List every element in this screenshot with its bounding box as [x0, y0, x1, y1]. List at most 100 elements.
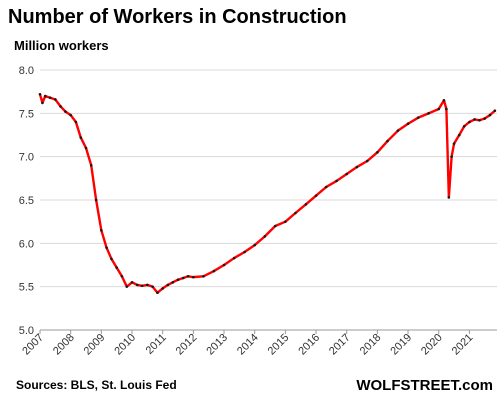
data-point — [69, 113, 72, 117]
data-point — [437, 107, 441, 111]
data-point — [84, 146, 88, 150]
data-point — [450, 155, 453, 158]
data-point — [135, 283, 139, 287]
data-point — [74, 120, 78, 124]
data-point — [125, 285, 129, 288]
data-point — [488, 113, 492, 117]
data-point — [386, 139, 389, 143]
data-point — [64, 110, 67, 113]
x-tick-label: 2011 — [144, 332, 169, 357]
x-tick-label: 2019 — [388, 332, 414, 358]
data-point — [89, 164, 93, 167]
data-point — [355, 165, 359, 169]
data-point — [462, 125, 466, 128]
data-point — [41, 101, 44, 105]
data-point — [478, 118, 481, 122]
x-tick-label: 2012 — [174, 332, 200, 358]
data-point — [376, 151, 379, 154]
source-note: Sources: BLS, St. Louis Fed — [16, 378, 177, 392]
data-point — [427, 112, 430, 115]
x-tick-label: 2015 — [266, 332, 292, 358]
data-point — [473, 118, 476, 121]
data-point — [130, 281, 134, 284]
x-tick-label: 2008 — [51, 332, 77, 358]
data-point — [166, 283, 170, 287]
chart-title: Number of Workers in Construction — [8, 6, 347, 28]
data-point — [447, 196, 451, 199]
x-tick-label: 2020 — [419, 332, 445, 358]
data-point — [416, 116, 420, 119]
data-point — [345, 172, 349, 176]
data-point — [151, 285, 154, 288]
data-point — [38, 92, 42, 96]
data-point — [335, 179, 338, 183]
data-point — [222, 263, 226, 267]
y-tick-label: 5.5 — [19, 282, 34, 294]
x-tick-label: 2021 — [450, 332, 476, 358]
data-point — [304, 203, 308, 206]
data-point — [493, 109, 497, 113]
data-point — [243, 250, 246, 254]
data-point — [445, 107, 448, 111]
x-tick-label: 2009 — [82, 332, 108, 358]
data-point — [43, 94, 47, 98]
data-point — [396, 129, 400, 132]
data-point — [176, 278, 180, 282]
data-point — [171, 281, 175, 284]
x-tick-label: 2016 — [296, 332, 322, 358]
data-point — [406, 122, 410, 126]
data-point — [110, 257, 113, 261]
data-point — [48, 96, 52, 100]
data-point — [314, 194, 318, 197]
data-point — [294, 211, 297, 215]
x-tick-label: 2018 — [358, 332, 384, 358]
data-point — [59, 105, 62, 108]
data-point — [100, 229, 103, 232]
data-point — [452, 142, 456, 145]
y-tick-label: 7.5 — [19, 108, 34, 120]
data-point — [105, 246, 108, 249]
data-point — [192, 275, 195, 279]
data-point — [186, 274, 190, 278]
x-tick-label: 2017 — [327, 332, 353, 358]
data-point — [253, 243, 256, 247]
data-point — [483, 117, 487, 120]
y-tick-label: 6.0 — [19, 238, 34, 250]
data-series — [38, 93, 497, 294]
data-point — [457, 133, 461, 137]
data-point — [146, 283, 149, 287]
data-point — [365, 159, 369, 163]
data-point — [273, 224, 277, 228]
y-tick-label: 7.0 — [19, 152, 34, 164]
series-line — [38, 93, 497, 294]
data-point — [202, 274, 205, 278]
chart-subtitle: Million workers — [14, 38, 109, 53]
data-point — [140, 284, 144, 288]
data-point — [161, 287, 164, 290]
data-point — [468, 120, 471, 124]
y-tick-label: 6.5 — [19, 195, 34, 207]
data-point — [94, 198, 98, 202]
y-tick-label: 8.0 — [19, 65, 34, 77]
data-markers — [38, 92, 497, 295]
data-point — [156, 291, 159, 295]
data-point — [54, 98, 57, 101]
data-point — [120, 274, 124, 278]
data-point — [232, 256, 236, 260]
x-tick-label: 2010 — [112, 332, 138, 358]
data-point — [181, 276, 185, 280]
grid-lines — [40, 69, 497, 331]
x-tick-label: 2013 — [204, 332, 230, 358]
x-tick-label: 2014 — [235, 332, 261, 358]
brand-logo-text: WOLFSTREET.com — [356, 377, 493, 394]
data-point — [324, 185, 328, 189]
data-point — [115, 266, 118, 269]
data-point — [212, 269, 216, 273]
y-tick-label: 5.0 — [19, 325, 34, 337]
data-point — [263, 235, 267, 238]
data-point — [442, 99, 446, 102]
axes — [39, 329, 497, 334]
data-point — [79, 136, 83, 139]
